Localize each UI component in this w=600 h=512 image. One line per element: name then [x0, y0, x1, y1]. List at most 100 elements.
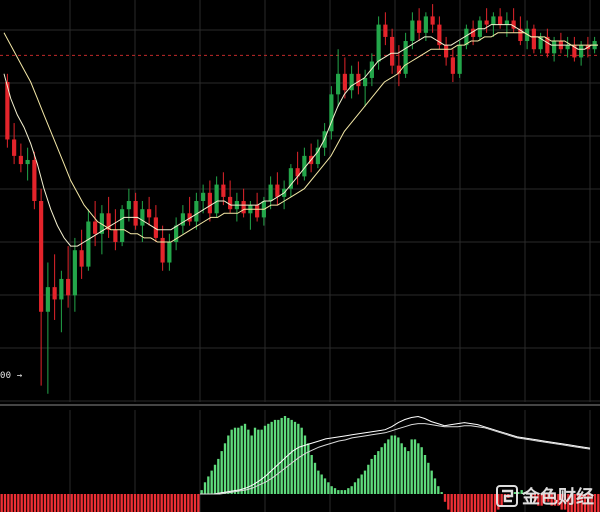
- macd-bar: [353, 482, 357, 494]
- macd-bar: [377, 451, 380, 494]
- macd-bar: [543, 494, 547, 502]
- macd-bar: [523, 492, 527, 494]
- macd-bar: [340, 490, 343, 494]
- macd-bar: [53, 494, 57, 512]
- macd-lines: [200, 415, 591, 495]
- macd-bar: [233, 427, 237, 494]
- candle-body: [180, 213, 185, 226]
- macd-bar: [383, 443, 387, 494]
- macd-bar: [447, 494, 450, 510]
- macd-bar: [263, 425, 267, 494]
- macd-bar: [553, 494, 557, 506]
- macd-bar: [113, 494, 117, 512]
- macd-bar: [460, 494, 463, 512]
- candle-body: [59, 278, 64, 300]
- macd-bar: [70, 494, 73, 512]
- candle-body: [99, 213, 104, 234]
- macd-bar: [317, 470, 320, 494]
- candle-body: [79, 250, 84, 267]
- macd-bar: [27, 494, 30, 512]
- macd-bar: [230, 429, 233, 494]
- macd-bar: [557, 494, 560, 506]
- macd-bar: [357, 478, 360, 494]
- macd-bar: [293, 421, 297, 494]
- macd-bar: [367, 464, 370, 494]
- macd-bar: [197, 494, 200, 512]
- candle-body: [32, 159, 37, 201]
- macd-bar: [67, 494, 70, 512]
- macd-bar: [477, 494, 480, 512]
- macd-bar: [150, 494, 153, 512]
- moving-average-line: [3, 32, 598, 243]
- candle-body: [511, 20, 516, 29]
- macd-bar: [533, 494, 537, 502]
- macd-bar: [470, 494, 473, 512]
- moving-average-lines: [3, 24, 598, 247]
- candle-body: [444, 45, 449, 58]
- macd-bar: [547, 494, 550, 502]
- price-candles: [5, 4, 597, 394]
- macd-bar: [157, 494, 160, 512]
- candle-body: [72, 250, 77, 296]
- candle-body: [572, 45, 577, 58]
- jinse-logo-icon: [496, 485, 518, 507]
- candle-body: [417, 20, 422, 33]
- macd-bar: [333, 488, 337, 494]
- macd-bar: [563, 494, 567, 510]
- macd-bar: [393, 435, 397, 494]
- candle-body: [383, 24, 388, 37]
- macd-bar: [493, 494, 497, 512]
- macd-bar: [177, 494, 180, 512]
- macd-bar: [287, 417, 290, 494]
- macd-bar: [13, 494, 17, 512]
- candle-body: [228, 196, 233, 210]
- candle-body: [93, 221, 98, 234]
- macd-bar: [403, 447, 407, 494]
- macd-bar: [60, 494, 63, 512]
- macd-bar: [117, 494, 120, 512]
- candle-body: [221, 184, 226, 197]
- macd-bar: [420, 447, 423, 494]
- macd-bar: [590, 494, 593, 512]
- macd-bar: [360, 474, 363, 494]
- macd-bar: [593, 494, 597, 512]
- candle-body: [268, 184, 273, 201]
- macd-bar: [453, 494, 457, 512]
- macd-bar: [267, 423, 270, 494]
- macd-bar: [423, 455, 427, 494]
- macd-bar: [400, 443, 403, 494]
- macd-bar: [310, 455, 313, 494]
- macd-bar: [100, 494, 103, 512]
- candle-body: [403, 41, 408, 74]
- macd-bar: [127, 494, 130, 512]
- macd-bar: [570, 494, 573, 512]
- candle-body: [538, 36, 543, 50]
- macd-bar: [257, 429, 260, 494]
- macd-bar: [173, 494, 177, 512]
- macd-bar: [210, 470, 213, 494]
- candle-body: [295, 168, 300, 177]
- macd-bar: [73, 494, 77, 512]
- candle-body: [545, 36, 550, 54]
- macd-bar: [153, 494, 157, 512]
- macd-bar: [17, 494, 20, 512]
- macd-bar: [467, 494, 470, 512]
- candle-body: [140, 209, 145, 226]
- candle-body: [369, 61, 374, 78]
- macd-bar: [457, 494, 460, 512]
- candle-body: [133, 201, 138, 226]
- macd-bar: [47, 494, 50, 512]
- candle-body: [153, 217, 158, 238]
- watermark: 金色财经: [496, 483, 594, 509]
- macd-bar: [80, 494, 83, 512]
- candle-body: [5, 82, 10, 140]
- candle-body: [450, 57, 455, 74]
- candle-body: [66, 278, 71, 296]
- macd-bar: [517, 492, 520, 494]
- watermark-text: 金色财经: [522, 487, 594, 508]
- macd-bar: [407, 451, 410, 494]
- macd-bar: [573, 494, 577, 512]
- candle-body: [518, 28, 523, 42]
- macd-bar: [303, 435, 307, 494]
